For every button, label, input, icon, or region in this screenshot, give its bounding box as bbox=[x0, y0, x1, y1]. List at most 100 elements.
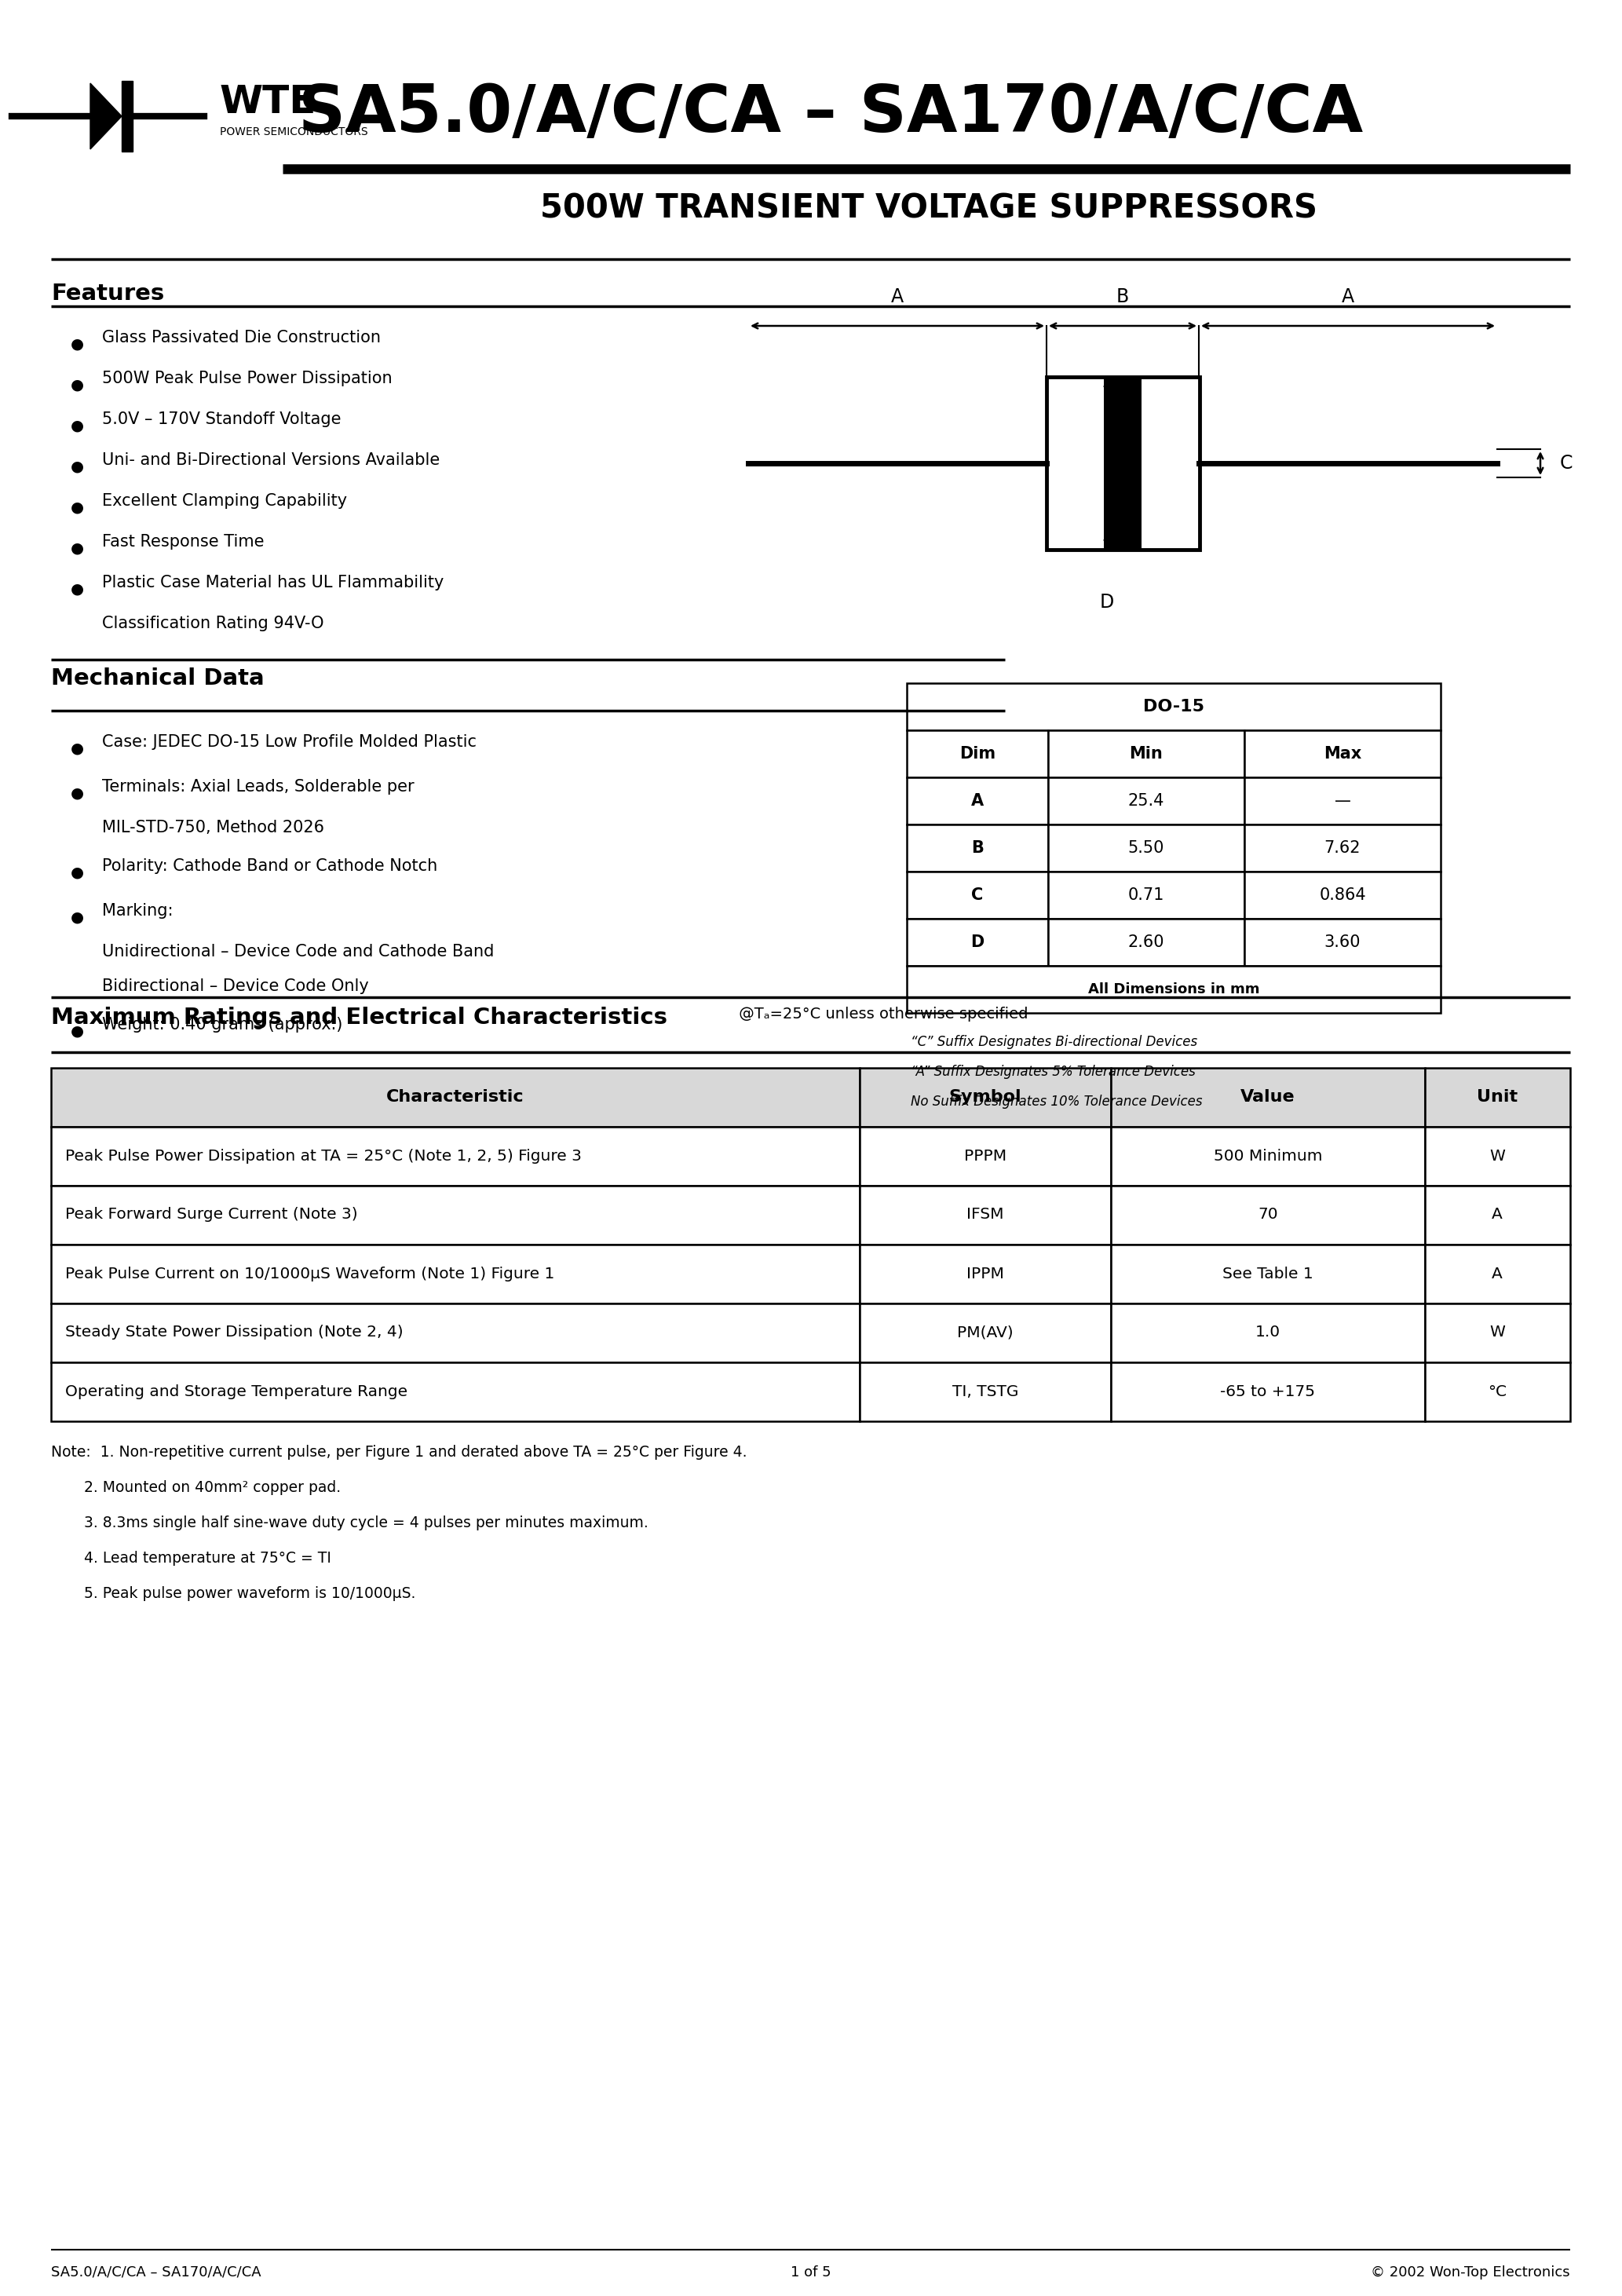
Bar bbox=[1426, 1068, 1570, 1127]
Text: Note:  1. Non-repetitive current pulse, per Figure 1 and derated above TA = 25°C: Note: 1. Non-repetitive current pulse, p… bbox=[50, 1444, 748, 1460]
Text: A: A bbox=[1492, 1265, 1502, 1281]
Bar bbox=[1244, 824, 1440, 872]
Text: Value: Value bbox=[1241, 1088, 1296, 1104]
Text: Excellent Clamping Capability: Excellent Clamping Capability bbox=[102, 494, 347, 510]
Text: “C” Suffix Designates Bi-directional Devices: “C” Suffix Designates Bi-directional Dev… bbox=[910, 1035, 1197, 1049]
Text: A: A bbox=[1492, 1208, 1502, 1221]
Text: 3. 8.3ms single half sine-wave duty cycle = 4 pulses per minutes maximum.: 3. 8.3ms single half sine-wave duty cycl… bbox=[50, 1515, 649, 1531]
Text: ●: ● bbox=[71, 459, 84, 473]
Text: A: A bbox=[890, 287, 903, 305]
Text: MIL-STD-750, Method 2026: MIL-STD-750, Method 2026 bbox=[102, 820, 324, 836]
Bar bbox=[907, 778, 1048, 824]
Text: ●: ● bbox=[71, 501, 84, 514]
Bar bbox=[1111, 1127, 1426, 1185]
Bar bbox=[1046, 377, 1200, 549]
Text: 0.864: 0.864 bbox=[1319, 886, 1366, 902]
Bar bbox=[1105, 377, 1142, 549]
Text: Max: Max bbox=[1324, 746, 1361, 762]
Text: °C: °C bbox=[1487, 1384, 1507, 1398]
Text: Peak Pulse Current on 10/1000μS Waveform (Note 1) Figure 1: Peak Pulse Current on 10/1000μS Waveform… bbox=[65, 1265, 555, 1281]
Text: Dim: Dim bbox=[959, 746, 996, 762]
Text: Symbol: Symbol bbox=[949, 1088, 1022, 1104]
Bar bbox=[1426, 1185, 1570, 1244]
Text: Maximum Ratings and Electrical Characteristics: Maximum Ratings and Electrical Character… bbox=[50, 1006, 667, 1029]
Text: ●: ● bbox=[71, 1024, 84, 1038]
Bar bbox=[1426, 1304, 1570, 1362]
Text: D: D bbox=[1100, 592, 1114, 611]
Bar bbox=[1426, 1127, 1570, 1185]
Text: TI, TSTG: TI, TSTG bbox=[952, 1384, 1019, 1398]
Bar bbox=[907, 872, 1048, 918]
Text: Unidirectional – Device Code and Cathode Band: Unidirectional – Device Code and Cathode… bbox=[102, 944, 495, 960]
Text: 3.60: 3.60 bbox=[1324, 934, 1361, 951]
Bar bbox=[1244, 918, 1440, 967]
Text: Glass Passivated Die Construction: Glass Passivated Die Construction bbox=[102, 331, 381, 344]
Text: —: — bbox=[1335, 792, 1351, 808]
Text: 25.4: 25.4 bbox=[1127, 792, 1165, 808]
Bar bbox=[1111, 1244, 1426, 1304]
Text: © 2002 Won-Top Electronics: © 2002 Won-Top Electronics bbox=[1371, 2266, 1570, 2280]
Text: Peak Pulse Power Dissipation at TA = 25°C (Note 1, 2, 5) Figure 3: Peak Pulse Power Dissipation at TA = 25°… bbox=[65, 1148, 582, 1164]
Text: IPPM: IPPM bbox=[967, 1265, 1004, 1281]
Text: 500W Peak Pulse Power Dissipation: 500W Peak Pulse Power Dissipation bbox=[102, 370, 393, 386]
Text: 5.50: 5.50 bbox=[1127, 840, 1165, 856]
Polygon shape bbox=[91, 83, 122, 149]
Bar bbox=[1244, 730, 1440, 778]
Text: 0.71: 0.71 bbox=[1127, 886, 1165, 902]
Bar bbox=[860, 1068, 1111, 1127]
Bar bbox=[907, 967, 1440, 1013]
Text: All Dimensions in mm: All Dimensions in mm bbox=[1088, 983, 1260, 996]
Text: Steady State Power Dissipation (Note 2, 4): Steady State Power Dissipation (Note 2, … bbox=[65, 1325, 404, 1341]
Text: POWER SEMICONDUCTORS: POWER SEMICONDUCTORS bbox=[221, 126, 368, 138]
Text: ●: ● bbox=[71, 742, 84, 755]
Text: No Suffix Designates 10% Tolerance Devices: No Suffix Designates 10% Tolerance Devic… bbox=[910, 1095, 1202, 1109]
Bar bbox=[1048, 824, 1244, 872]
Text: Peak Forward Surge Current (Note 3): Peak Forward Surge Current (Note 3) bbox=[65, 1208, 358, 1221]
Bar bbox=[907, 730, 1048, 778]
Text: A: A bbox=[1341, 287, 1354, 305]
Text: B: B bbox=[972, 840, 983, 856]
Bar bbox=[1111, 1185, 1426, 1244]
Text: W: W bbox=[1489, 1325, 1505, 1341]
Text: Min: Min bbox=[1129, 746, 1163, 762]
Text: DO-15: DO-15 bbox=[1144, 698, 1204, 714]
Bar bbox=[1111, 1304, 1426, 1362]
Text: ●: ● bbox=[71, 418, 84, 432]
Bar bbox=[50, 1068, 860, 1127]
Text: Unit: Unit bbox=[1476, 1088, 1518, 1104]
Text: Mechanical Data: Mechanical Data bbox=[50, 668, 264, 689]
Text: IFSM: IFSM bbox=[967, 1208, 1004, 1221]
Bar bbox=[907, 824, 1048, 872]
Bar bbox=[907, 918, 1048, 967]
Text: D: D bbox=[970, 934, 985, 951]
Text: 70: 70 bbox=[1259, 1208, 1278, 1221]
Text: Classification Rating 94V-O: Classification Rating 94V-O bbox=[102, 615, 324, 631]
Text: 500W TRANSIENT VOLTAGE SUPPRESSORS: 500W TRANSIENT VOLTAGE SUPPRESSORS bbox=[540, 191, 1317, 225]
Text: 500 Minimum: 500 Minimum bbox=[1213, 1148, 1322, 1164]
Text: C: C bbox=[972, 886, 983, 902]
Bar bbox=[1244, 778, 1440, 824]
Text: Case: JEDEC DO-15 Low Profile Molded Plastic: Case: JEDEC DO-15 Low Profile Molded Pla… bbox=[102, 735, 477, 751]
Text: 5.0V – 170V Standoff Voltage: 5.0V – 170V Standoff Voltage bbox=[102, 411, 341, 427]
Text: 7.62: 7.62 bbox=[1324, 840, 1361, 856]
Bar bbox=[50, 1304, 860, 1362]
Bar bbox=[50, 1244, 860, 1304]
Text: ●: ● bbox=[71, 866, 84, 879]
Text: 1.0: 1.0 bbox=[1255, 1325, 1280, 1341]
Text: C: C bbox=[1560, 455, 1573, 473]
Text: PM(AV): PM(AV) bbox=[957, 1325, 1014, 1341]
Bar bbox=[860, 1244, 1111, 1304]
Bar bbox=[907, 684, 1440, 730]
Text: Bidirectional – Device Code Only: Bidirectional – Device Code Only bbox=[102, 978, 368, 994]
Text: A: A bbox=[972, 792, 985, 808]
Text: Weight: 0.40 grams (approx.): Weight: 0.40 grams (approx.) bbox=[102, 1017, 342, 1033]
Text: ●: ● bbox=[71, 581, 84, 597]
Text: SA5.0/A/C/CA – SA170/A/C/CA: SA5.0/A/C/CA – SA170/A/C/CA bbox=[50, 2266, 261, 2280]
Text: @Tₐ=25°C unless otherwise specified: @Tₐ=25°C unless otherwise specified bbox=[735, 1006, 1028, 1022]
Text: Polarity: Cathode Band or Cathode Notch: Polarity: Cathode Band or Cathode Notch bbox=[102, 859, 438, 875]
Bar bbox=[1244, 872, 1440, 918]
Text: “A” Suffix Designates 5% Tolerance Devices: “A” Suffix Designates 5% Tolerance Devic… bbox=[910, 1065, 1195, 1079]
Text: -65 to +175: -65 to +175 bbox=[1220, 1384, 1315, 1398]
Text: ●: ● bbox=[71, 335, 84, 351]
Text: Features: Features bbox=[50, 282, 164, 305]
